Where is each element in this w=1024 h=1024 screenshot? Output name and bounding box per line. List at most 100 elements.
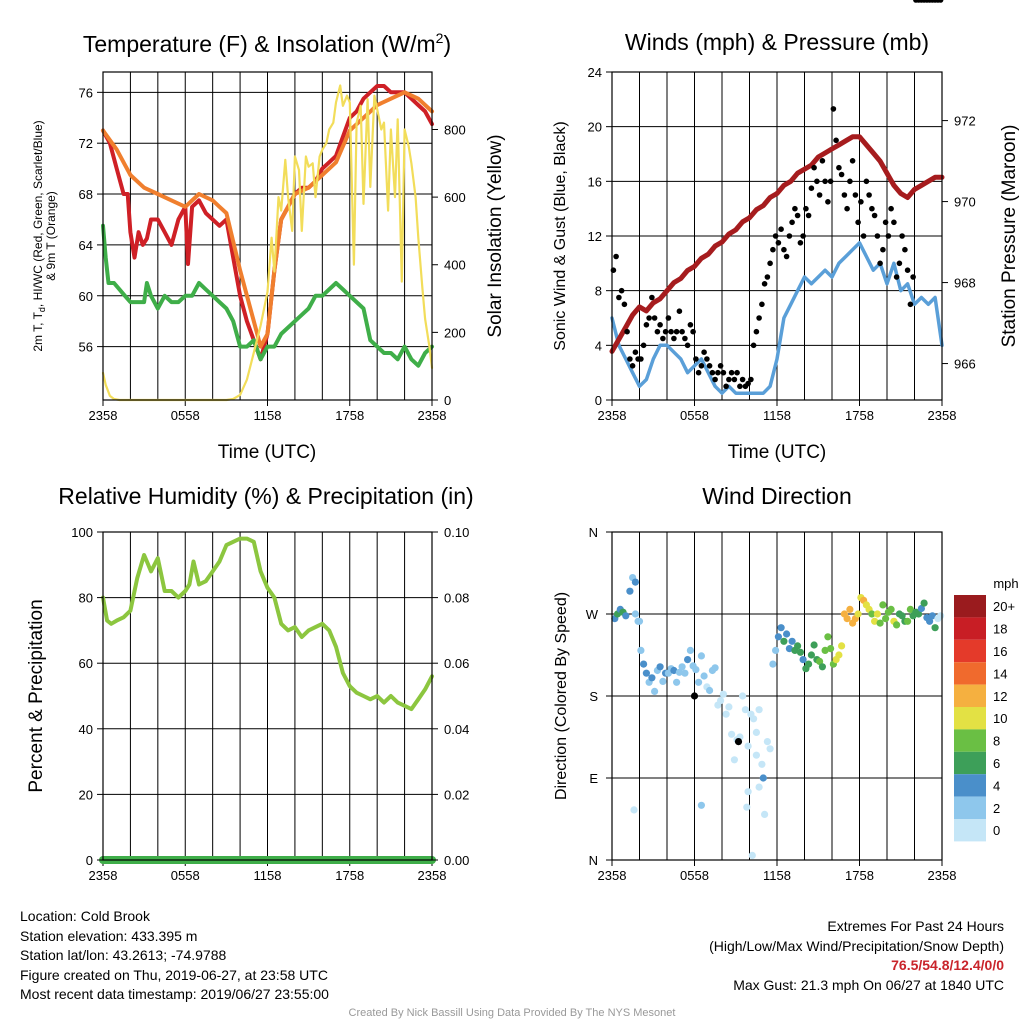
figure-created: Figure created on Thu, 2019-06-27, at 23… bbox=[20, 966, 328, 983]
direction-point bbox=[690, 692, 699, 700]
direction-point bbox=[774, 633, 783, 641]
rh-y2-tick-label: 0.10 bbox=[444, 525, 469, 540]
gust-point bbox=[627, 356, 633, 362]
direction-x-tick-label: 1758 bbox=[845, 868, 874, 883]
temp-y-tick-label: 60 bbox=[79, 289, 93, 304]
colorbar-unit: mph bbox=[993, 576, 1018, 591]
temp-y2-tick-label: 400 bbox=[444, 258, 466, 273]
direction-point bbox=[854, 610, 862, 618]
temp-x-axis-label: Time (UTC) bbox=[218, 442, 317, 463]
gust-point bbox=[720, 369, 727, 376]
direction-point bbox=[805, 660, 813, 668]
station-info: Location: Cold Brook Station elevation: … bbox=[20, 907, 329, 1005]
gust-point bbox=[811, 164, 817, 171]
gust-point bbox=[827, 178, 834, 185]
rh-y-tick-label: 40 bbox=[79, 722, 93, 737]
rh-y-tick-label: 20 bbox=[79, 787, 93, 802]
gust-point bbox=[662, 328, 669, 335]
temp-chart-title: Temperature (F) & Insolation (W/m2) bbox=[83, 30, 451, 57]
direction-point bbox=[824, 633, 832, 641]
gust-point bbox=[706, 363, 713, 369]
gust-point bbox=[841, 192, 848, 198]
wind-y2-tick-label: 970 bbox=[954, 195, 976, 210]
gust-point bbox=[896, 260, 903, 267]
insolation-axis-label-group: Solar Insolation (Yellow) bbox=[485, 134, 506, 337]
gust-point bbox=[836, 164, 842, 171]
colorbar-label: 20+ bbox=[993, 599, 1015, 614]
direction-point bbox=[915, 610, 923, 618]
temp-x-tick-label: 0558 bbox=[171, 408, 200, 423]
wind-x-axis-label: Time (UTC) bbox=[728, 442, 827, 463]
wind-y2-tick-label: 966 bbox=[954, 357, 976, 372]
direction-point bbox=[622, 612, 630, 620]
temp-plot-border bbox=[102, 71, 433, 401]
direction-y-axis-label: Direction (Colored By Speed) bbox=[553, 592, 570, 800]
extremes-title: Extremes For Past 24 Hours bbox=[827, 918, 1004, 934]
direction-x-tick-label: 2358 bbox=[928, 868, 957, 883]
gust-point bbox=[613, 253, 619, 260]
temp-x-tick-label: 1158 bbox=[254, 408, 282, 423]
gust-point bbox=[877, 260, 883, 267]
gust-point bbox=[715, 369, 721, 376]
gust-point bbox=[643, 322, 650, 328]
wind-x-tick-label: 1158 bbox=[763, 408, 791, 423]
gust-point bbox=[904, 267, 911, 274]
gust-point bbox=[723, 383, 729, 390]
gust-point bbox=[731, 376, 738, 383]
direction-point bbox=[796, 648, 805, 656]
direction-point bbox=[755, 783, 763, 791]
gust-point bbox=[673, 328, 680, 335]
rh-x-tick-label: 0558 bbox=[171, 868, 200, 883]
gust-point bbox=[624, 328, 630, 335]
direction-point bbox=[827, 645, 835, 653]
direction-point bbox=[893, 621, 901, 629]
colorbar-swatch bbox=[954, 595, 986, 618]
direction-point bbox=[706, 686, 714, 695]
colorbar-label: 12 bbox=[993, 689, 1007, 704]
direction-point bbox=[799, 656, 807, 664]
gust-point bbox=[800, 233, 806, 239]
gust-point bbox=[781, 246, 787, 253]
colorbar-label: 16 bbox=[993, 644, 1007, 659]
direction-point bbox=[838, 642, 846, 650]
colorbar-swatch bbox=[954, 796, 986, 819]
direction-point bbox=[631, 578, 640, 586]
wind-y-axis-label: Sonic Wind & Gust (Blue, Black) bbox=[552, 121, 569, 350]
direction-y-tick-label: N bbox=[589, 525, 598, 540]
gust-point bbox=[792, 205, 798, 212]
direction-point bbox=[730, 756, 739, 764]
wind-chart-title: Winds (mph) & Pressure (mb) bbox=[625, 29, 929, 55]
direction-point bbox=[719, 690, 728, 698]
direction-x-tick-label: 0558 bbox=[680, 868, 709, 883]
temp-y-tick-label: 56 bbox=[79, 340, 93, 355]
direction-point bbox=[684, 656, 692, 664]
direction-point bbox=[821, 646, 829, 655]
direction-point bbox=[785, 645, 794, 653]
gust-point bbox=[748, 376, 754, 383]
temp-y2-tick-label: 200 bbox=[444, 325, 466, 340]
direction-point bbox=[717, 697, 725, 705]
colorbar-label: 0 bbox=[993, 823, 1000, 838]
direction-point bbox=[651, 687, 659, 696]
temp-x-tick-label: 2358 bbox=[89, 408, 118, 423]
direction-point bbox=[635, 617, 644, 625]
extremes-values: 76.5/54.8/12.4/0/0 bbox=[891, 957, 1004, 973]
gust-point bbox=[649, 294, 655, 301]
temp-y-tick-label: 68 bbox=[79, 187, 93, 202]
direction-point bbox=[780, 637, 788, 645]
rh-plot-border bbox=[102, 531, 433, 861]
gust-point bbox=[869, 205, 875, 212]
insolation-axis-label: Solar Insolation (Yellow) bbox=[485, 134, 506, 337]
station-pressure-series bbox=[609, 134, 945, 354]
direction-point bbox=[678, 663, 686, 671]
direction-point bbox=[835, 651, 843, 659]
colorbar-swatch bbox=[954, 707, 986, 730]
direction-point bbox=[758, 760, 766, 768]
direction-point bbox=[871, 617, 879, 625]
direction-point bbox=[777, 624, 785, 632]
gust-point bbox=[750, 342, 757, 349]
gust-point bbox=[775, 240, 782, 246]
rh-y2-tick-label: 0.08 bbox=[444, 591, 469, 606]
gust-point bbox=[874, 233, 881, 239]
gust-point bbox=[726, 376, 732, 383]
